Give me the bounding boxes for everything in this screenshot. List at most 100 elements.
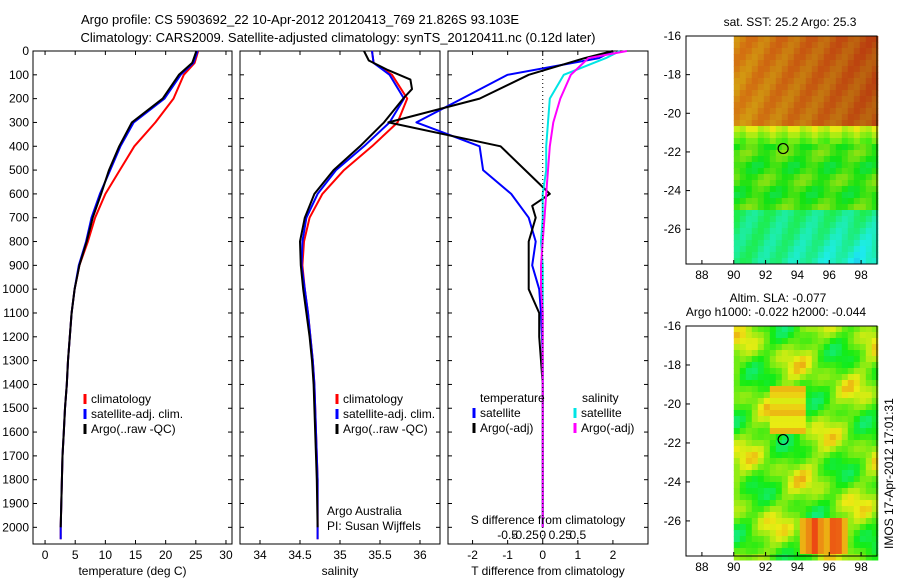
heatmap-cell xyxy=(751,246,759,253)
heatmap-cell xyxy=(859,96,867,103)
heatmap-cell xyxy=(805,554,813,561)
heatmap-cell xyxy=(871,42,879,49)
heatmap-cell xyxy=(781,464,789,471)
heatmap-cell xyxy=(763,180,771,187)
heatmap-cell xyxy=(781,258,789,265)
heatmap-cell xyxy=(835,416,843,423)
heatmap-cell xyxy=(829,174,837,181)
heatmap-cell xyxy=(829,368,837,375)
heatmap-cell xyxy=(811,162,819,169)
heatmap-cell xyxy=(847,518,855,525)
heatmap-cell xyxy=(871,482,879,489)
heatmap-cell xyxy=(787,216,795,223)
heatmap-cell xyxy=(757,494,765,501)
heatmap-cell xyxy=(763,350,771,357)
heatmap-cell xyxy=(799,108,807,115)
heatmap-cell xyxy=(871,518,879,525)
heatmap-cell xyxy=(859,386,867,393)
heatmap-cell xyxy=(841,392,849,399)
heatmap-cell xyxy=(757,222,765,229)
heatmap-cell xyxy=(817,422,825,429)
heatmap-cell xyxy=(865,162,873,169)
legend-label: Argo(..raw -QC) xyxy=(343,422,428,436)
heatmap-cell xyxy=(841,216,849,223)
y-tick-label: 2000 xyxy=(2,520,29,534)
heatmap-cell xyxy=(811,120,819,127)
heatmap-cell xyxy=(847,78,855,85)
heatmap-cell xyxy=(751,96,759,103)
heatmap-cell xyxy=(799,162,807,169)
heatmap-cell xyxy=(811,144,819,151)
heatmap-cell xyxy=(745,108,753,115)
heatmap-cell xyxy=(745,368,753,375)
heatmap-cell xyxy=(769,404,777,411)
heatmap-cell xyxy=(757,210,765,217)
y-tick-label: 600 xyxy=(9,187,29,201)
heatmap-cell xyxy=(823,120,831,127)
heatmap-cell xyxy=(805,36,813,43)
heatmap-cell xyxy=(799,96,807,103)
heatmap-cell xyxy=(859,500,867,507)
heatmap-cell xyxy=(859,198,867,205)
top-x-tick-label: 0.25 xyxy=(549,528,573,542)
heatmap-cell xyxy=(811,42,819,49)
heatmap-cell xyxy=(841,156,849,163)
heatmap-cell xyxy=(793,96,801,103)
heatmap-cell xyxy=(799,186,807,193)
heatmap-cell xyxy=(823,246,831,253)
heatmap-cell xyxy=(835,246,843,253)
heatmap-cell xyxy=(745,252,753,259)
heatmap-cell xyxy=(769,530,777,537)
x-tick-label: 36 xyxy=(413,548,427,562)
heatmap-cell xyxy=(751,42,759,49)
heatmap-cell xyxy=(745,380,753,387)
heatmap-cell xyxy=(847,362,855,369)
heatmap-cell xyxy=(739,464,747,471)
heatmap-cell xyxy=(841,42,849,49)
heatmap-cell xyxy=(835,542,843,549)
heatmap-cell xyxy=(781,138,789,145)
heatmap-cell xyxy=(775,192,783,199)
heatmap-cell xyxy=(733,108,741,115)
heatmap-cell xyxy=(787,326,795,333)
y-tick-label: 300 xyxy=(9,115,29,129)
heatmap-cell xyxy=(781,90,789,97)
heatmap-cell xyxy=(799,458,807,465)
heatmap-cell xyxy=(739,482,747,489)
heatmap-cell xyxy=(865,204,873,211)
heatmap-cell xyxy=(733,398,741,405)
heatmap-cell xyxy=(787,138,795,145)
heatmap-cell xyxy=(805,132,813,139)
heatmap-cell xyxy=(733,422,741,429)
heatmap-cell xyxy=(769,398,777,405)
y-tick-label: 1400 xyxy=(2,377,29,391)
heatmap-cell xyxy=(865,554,873,561)
heatmap-cell xyxy=(757,252,765,259)
heatmap-cell xyxy=(847,192,855,199)
heatmap-cell xyxy=(745,84,753,91)
heatmap-cell xyxy=(745,494,753,501)
heatmap-cell xyxy=(841,416,849,423)
heatmap-cell xyxy=(847,108,855,115)
temperature-panel: 0100200300400500600700800900100011001200… xyxy=(2,44,233,578)
heatmap-cell xyxy=(781,488,789,495)
heatmap-cell xyxy=(757,156,765,163)
heatmap-cell xyxy=(751,108,759,115)
heatmap-cell xyxy=(853,102,861,109)
heatmap-cell xyxy=(793,494,801,501)
heatmap-cell xyxy=(787,512,795,519)
heatmap-cell xyxy=(847,524,855,531)
heatmap-cell xyxy=(793,66,801,73)
heatmap-cell xyxy=(835,252,843,259)
heatmap-cell xyxy=(739,548,747,555)
heatmap-cell xyxy=(859,332,867,339)
heatmap-cell xyxy=(859,512,867,519)
heatmap-cell xyxy=(739,210,747,217)
heatmap-cell xyxy=(793,132,801,139)
y-tick-label: -24 xyxy=(664,184,682,198)
heatmap-cell xyxy=(805,458,813,465)
heatmap-cell xyxy=(739,338,747,345)
heatmap-cell xyxy=(811,518,819,525)
heatmap-cell xyxy=(805,500,813,507)
heatmap-cell xyxy=(811,524,819,531)
